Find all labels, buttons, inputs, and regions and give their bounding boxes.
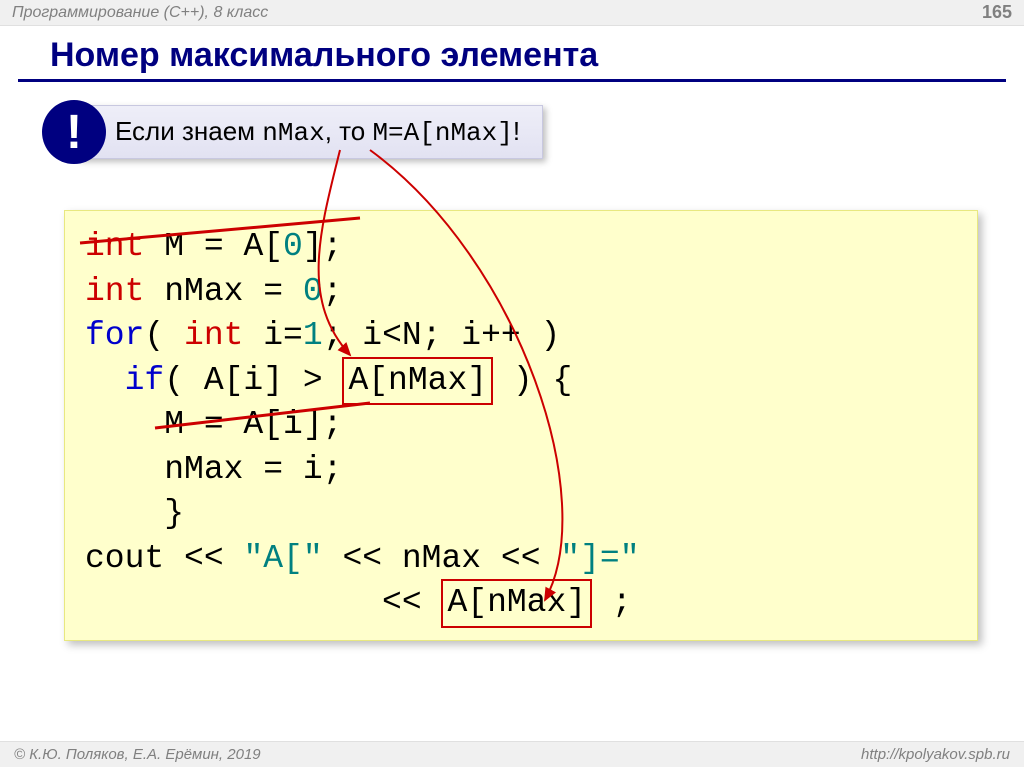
header-course: Программирование (C++), 8 класс <box>12 4 268 22</box>
code-l4-pre <box>85 362 125 399</box>
code-l1-rest: M = A[ <box>144 228 283 265</box>
num-0-2: 0 <box>303 273 323 310</box>
code-l4-p2: ) { <box>493 362 572 399</box>
note-row: ! Если знаем nMax, то M=A[nMax]! <box>42 100 1024 164</box>
num-1: 1 <box>303 317 323 354</box>
kw-int-1: int <box>85 228 144 265</box>
note-pre: Если знаем <box>115 116 262 146</box>
exclamation-badge: ! <box>42 100 106 164</box>
slide-title: Номер максимального элемента <box>18 26 1006 82</box>
code-line-6: nMax = i; <box>85 448 957 493</box>
code-line-5: M = A[i]; <box>85 403 957 448</box>
note-mid: , то <box>325 116 373 146</box>
note-c2: M=A[nMax] <box>372 118 512 148</box>
kw-if: if <box>125 362 165 399</box>
box-anmax-1: A[nMax] <box>342 357 493 406</box>
code-line-3: for( int i=1; i<N; i++ ) <box>85 314 957 359</box>
code-l1-end: ]; <box>303 228 343 265</box>
box-anmax-2: A[nMax] <box>441 579 592 628</box>
code-l3-p1: ( <box>144 317 184 354</box>
note-c1: nMax <box>262 118 324 148</box>
code-line-4: if( A[i] > A[nMax] ) { <box>85 359 957 404</box>
str-1: "A[" <box>243 540 322 577</box>
code-l9-a: << <box>85 584 441 621</box>
code-block: int M = A[0]; int nMax = 0; for( int i=1… <box>64 210 978 641</box>
code-l2-rest: nMax = <box>144 273 302 310</box>
code-line-1: int M = A[0]; <box>85 225 957 270</box>
code-l3-p2: i= <box>243 317 302 354</box>
code-l2-end: ; <box>323 273 343 310</box>
note-suf: ! <box>513 116 520 146</box>
footer-url: http://kpolyakov.spb.ru <box>861 746 1010 763</box>
header-bar: Программирование (C++), 8 класс 165 <box>0 0 1024 26</box>
header-page: 165 <box>982 2 1012 23</box>
code-line-9: << A[nMax] ; <box>85 581 957 626</box>
footer-bar: © К.Ю. Поляков, Е.А. Ерёмин, 2019 http:/… <box>0 741 1024 767</box>
kw-for: for <box>85 317 144 354</box>
code-l8-b: << nMax << <box>323 540 561 577</box>
footer-copyright: © К.Ю. Поляков, Е.А. Ерёмин, 2019 <box>14 746 261 763</box>
code-line-2: int nMax = 0; <box>85 270 957 315</box>
code-line-8: cout << "A[" << nMax << "]=" <box>85 537 957 582</box>
code-line-7: } <box>85 492 957 537</box>
code-l8-a: cout << <box>85 540 243 577</box>
note-box: Если знаем nMax, то M=A[nMax]! <box>78 105 543 159</box>
kw-int-3: int <box>184 317 243 354</box>
code-l4-p1: ( A[i] > <box>164 362 342 399</box>
code-l3-p3: ; i<N; i++ ) <box>323 317 561 354</box>
code-l9-b: ; <box>592 584 632 621</box>
num-0-1: 0 <box>283 228 303 265</box>
kw-int-2: int <box>85 273 144 310</box>
str-2: "]=" <box>560 540 639 577</box>
